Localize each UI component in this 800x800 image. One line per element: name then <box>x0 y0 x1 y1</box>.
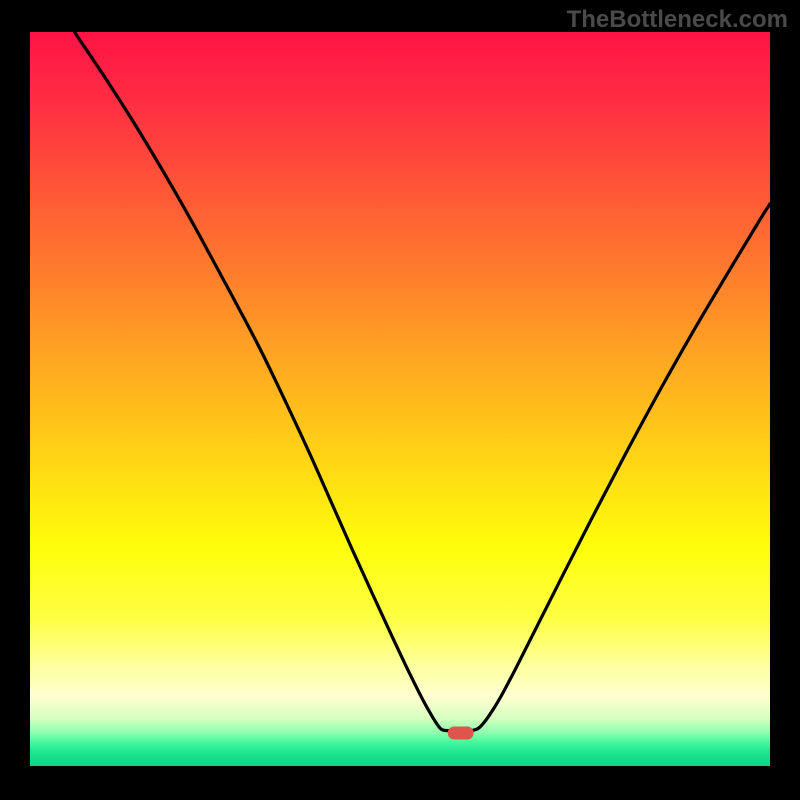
watermark-text: TheBottleneck.com <box>567 6 788 34</box>
optimum-marker <box>448 726 474 739</box>
bottleneck-plot <box>30 32 770 766</box>
